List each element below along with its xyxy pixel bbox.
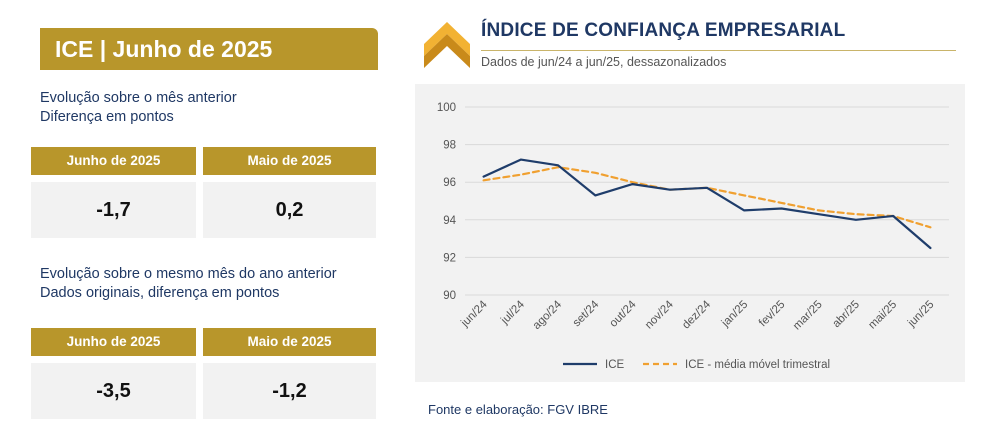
table2-header-mai: Maio de 2025 (203, 328, 376, 356)
table1-header-mai: Maio de 2025 (203, 147, 376, 175)
legend-average-label: ICE - média móvel trimestral (685, 359, 830, 371)
gold-chevron-logo-icon (424, 22, 470, 68)
table2-value-mai: -1,2 (203, 363, 376, 419)
line-chart: 90 92 94 96 98 100 jun/24 jul/24 ago/24 set/24 out… (437, 102, 949, 371)
x-tick-label: abr/25 (831, 299, 863, 331)
section2-line1: Evolução sobre o mesmo mês do ano anteri… (40, 266, 337, 282)
y-tick-label: 92 (443, 252, 456, 264)
x-tick-label: jun/25 (905, 299, 936, 330)
chart-subtitle: Dados de jun/24 a jun/25, dessazonalizad… (481, 55, 727, 69)
y-tick-label: 90 (443, 290, 456, 302)
x-tick-label: ago/24 (531, 298, 565, 332)
y-tick-label: 100 (437, 102, 456, 114)
x-tick-label: mai/25 (866, 299, 899, 332)
y-tick-label: 96 (443, 177, 456, 189)
y-tick-label: 98 (443, 140, 456, 152)
title-divider (481, 50, 956, 51)
panel-title: ICE | Junho de 2025 (40, 28, 378, 70)
chart-background (415, 84, 965, 382)
x-tick-label: fev/25 (757, 299, 788, 330)
legend-ice-label: ICE (605, 359, 625, 371)
table1-header-jun: Junho de 2025 (31, 147, 196, 175)
table2-value-jun: -3,5 (31, 363, 196, 419)
x-tick-label: dez/24 (680, 298, 713, 331)
section2-line2: Dados originais, diferença em pontos (40, 285, 280, 301)
x-tick-label: jul/24 (498, 298, 527, 327)
x-tick-label: mar/25 (791, 299, 825, 333)
section2-label: Evolução sobre o mesmo mês do ano anteri… (40, 265, 337, 303)
section1-line2: Diferença em pontos (40, 109, 174, 125)
x-tick-label: jan/25 (719, 299, 750, 330)
source-note: Fonte e elaboração: FGV IBRE (428, 402, 608, 417)
table2-header-jun: Junho de 2025 (31, 328, 196, 356)
table1-value-jun: -1,7 (31, 182, 196, 238)
section1-label: Evolução sobre o mês anterior Diferença … (40, 89, 237, 127)
section1-line1: Evolução sobre o mês anterior (40, 90, 237, 106)
summary-panel: ICE | Junho de 2025 Evolução sobre o mês… (0, 0, 390, 432)
y-tick-label: 94 (443, 215, 456, 227)
series-ice-line (482, 158, 932, 250)
x-tick-label: nov/24 (643, 298, 676, 331)
x-tick-label: out/24 (608, 298, 640, 330)
x-tick-label: set/24 (571, 298, 602, 329)
chart-title: ÍNDICE DE CONFIANÇA EMPRESARIAL (481, 20, 846, 41)
x-tick-label: jun/24 (458, 298, 490, 330)
table1-value-mai: 0,2 (203, 182, 376, 238)
